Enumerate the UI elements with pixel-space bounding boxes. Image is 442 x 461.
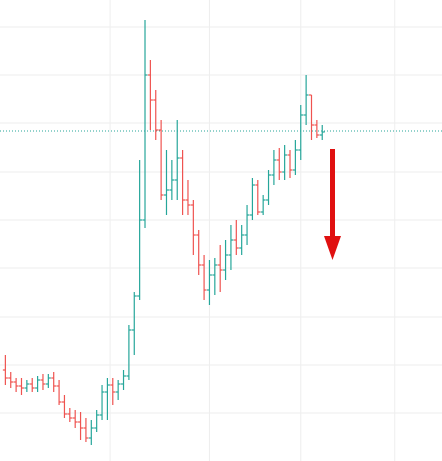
annotation-arrow (324, 149, 341, 260)
